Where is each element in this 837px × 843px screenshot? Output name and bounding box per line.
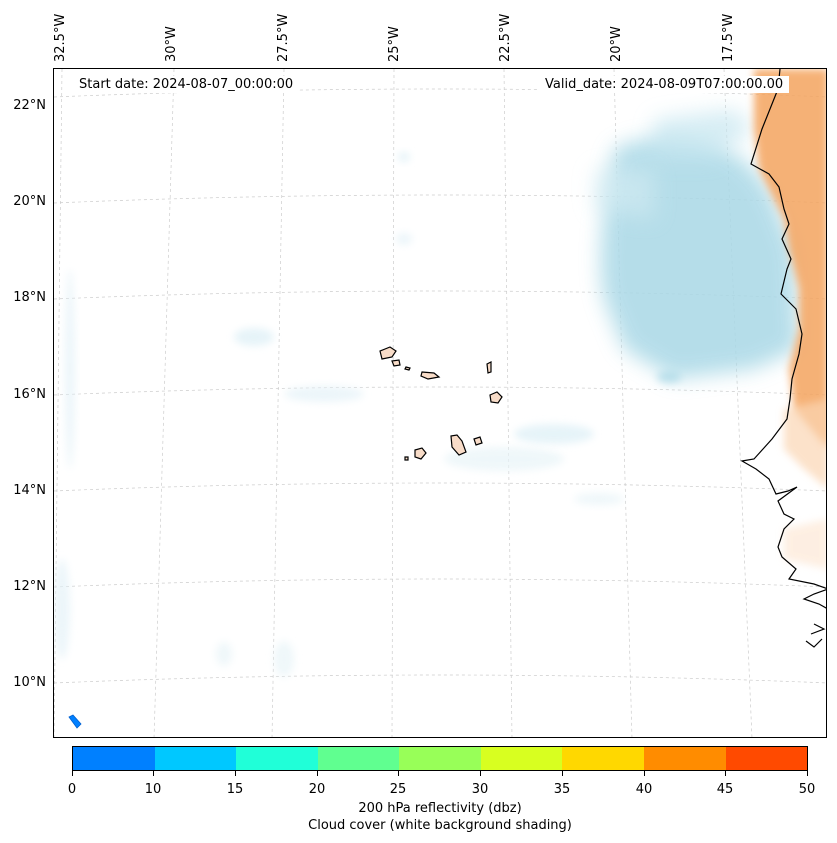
colorbar-segment-1: [154, 747, 237, 770]
colorbar-segment-6: [562, 747, 644, 770]
island-sao-nicolau: [420, 371, 441, 380]
colorbar-tickmark: [317, 771, 318, 776]
colorbar-tickmark: [235, 771, 236, 776]
map-canvas: [54, 69, 826, 737]
land-shading: [754, 69, 826, 569]
colorbar-tickmark: [72, 771, 73, 776]
colorbar-tickmark: [562, 771, 563, 776]
lat-label-16n: 16°N: [13, 387, 46, 402]
island-maio: [473, 436, 483, 446]
colorbar-segment-8: [725, 747, 808, 770]
reflectivity-blob: [68, 714, 82, 729]
colorbar-tickmark: [153, 771, 154, 776]
colorbar-tickmark: [398, 771, 399, 776]
colorbar-tick-20: 20: [308, 782, 326, 797]
colorbar-segment-3: [317, 747, 400, 770]
colorbar-tick-35: 35: [553, 782, 571, 797]
island-boa-vista: [489, 391, 503, 404]
lat-label-14n: 14°N: [13, 483, 46, 498]
cape-verde-islands: [379, 346, 503, 461]
colorbar: [72, 746, 808, 771]
lon-label-20w: 20°W: [609, 26, 624, 62]
island-brava: [404, 456, 409, 461]
island-sal: [486, 361, 492, 374]
lon-label-30w: 30°W: [164, 26, 179, 62]
map-frame: [53, 68, 827, 738]
lon-label-22-5w: 22.5°W: [498, 13, 513, 62]
lon-label-32-5w: 32.5°W: [53, 13, 68, 62]
lat-label-10n: 10°N: [13, 675, 46, 690]
lat-label-18n: 18°N: [13, 290, 46, 305]
island-santa-luzia: [404, 366, 411, 371]
colorbar-tick-45: 45: [716, 782, 734, 797]
colorbar-segment-4: [399, 747, 481, 770]
colorbar-segment-5: [480, 747, 563, 770]
colorbar-tick-40: 40: [635, 782, 653, 797]
colorbar-tickmark: [644, 771, 645, 776]
lon-label-27-5w: 27.5°W: [276, 13, 291, 62]
colorbar-tick-50: 50: [798, 782, 816, 797]
colorbar-tickmark: [807, 771, 808, 776]
valid-date-label: Valid_date: 2024-08-09T07:00:00.00: [539, 76, 790, 93]
lon-label-17-5w: 17.5°W: [721, 13, 736, 62]
colorbar-label: 200 hPa reflectivity (dbz): [358, 801, 522, 816]
cloud-cover-shading: [54, 109, 799, 677]
island-santiago: [450, 434, 467, 456]
colorbar-tick-10: 10: [144, 782, 162, 797]
lat-label-12n: 12°N: [13, 579, 46, 594]
colorbar-tickmark: [725, 771, 726, 776]
lat-label-22n: 22°N: [13, 98, 46, 113]
colorbar-sublabel: Cloud cover (white background shading): [308, 818, 572, 833]
colorbar-segment-2: [236, 747, 318, 770]
lat-label-20n: 20°N: [13, 194, 46, 209]
colorbar-tickmark: [480, 771, 481, 776]
colorbar-tick-25: 25: [389, 782, 407, 797]
colorbar-segment-0: [73, 747, 155, 770]
island-sao-vicente: [391, 359, 401, 367]
start-date-label: Start date: 2024-08-07_00:00:00: [73, 76, 300, 93]
colorbar-segment-7: [643, 747, 726, 770]
island-fogo: [414, 447, 427, 460]
colorbar-tick-30: 30: [471, 782, 489, 797]
colorbar-tick-0: 0: [67, 782, 77, 797]
island-santo-antao: [379, 346, 397, 360]
colorbar-tick-15: 15: [226, 782, 244, 797]
coastline: [740, 69, 826, 648]
lon-label-25w: 25°W: [387, 26, 402, 62]
